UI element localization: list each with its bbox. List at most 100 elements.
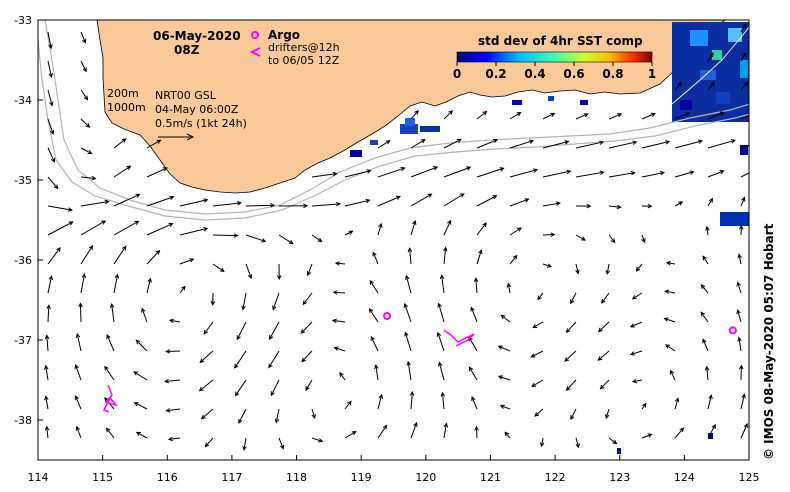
current-vector	[531, 379, 544, 387]
current-vector	[46, 304, 51, 323]
current-vector	[605, 408, 610, 420]
current-vector	[80, 273, 87, 294]
current-vector	[405, 274, 412, 294]
current-vector	[608, 437, 618, 445]
drifter-legend-symbol	[249, 47, 261, 57]
current-vector	[164, 378, 181, 384]
current-vector	[47, 176, 59, 190]
y-tick-label: -35	[14, 174, 32, 187]
current-vector	[165, 408, 181, 413]
contour-200m	[44, 20, 749, 215]
current-vector	[47, 205, 73, 212]
current-vector	[80, 175, 97, 181]
current-vector	[269, 321, 280, 340]
current-vector	[106, 334, 115, 352]
x-tick-label: 114	[28, 471, 49, 484]
current-vector	[331, 318, 346, 324]
current-vector	[135, 339, 148, 352]
current-vector	[707, 81, 715, 91]
current-vector	[509, 139, 535, 149]
current-vector	[165, 349, 181, 354]
current-vector	[564, 350, 577, 362]
current-vector	[179, 285, 186, 294]
current-vector	[311, 437, 324, 443]
current-vector	[146, 167, 168, 178]
current-vector	[641, 203, 653, 209]
y-tick-label: -33	[14, 14, 32, 27]
current-vector	[740, 393, 746, 410]
current-vector	[641, 234, 646, 244]
current-vector	[311, 408, 316, 420]
current-vector	[575, 203, 592, 209]
current-vector	[509, 254, 518, 265]
current-vector	[47, 118, 55, 135]
current-vector	[737, 253, 742, 265]
current-vector	[740, 115, 749, 120]
current-vector	[476, 110, 488, 120]
current-vector	[443, 219, 452, 236]
colorbar: std dev of 4hr SST comp 0 0.2 0.4 0.6 0.8 1	[453, 34, 656, 81]
current-vector	[497, 375, 511, 381]
contour-1000m	[38, 39, 749, 221]
current-vector	[674, 81, 682, 91]
colorbar-title: std dev of 4hr SST comp	[478, 34, 643, 48]
current-vector	[443, 138, 462, 149]
current-vector	[740, 145, 749, 149]
current-vector	[641, 140, 671, 149]
x-axis: 114 115 116 117 118 119 120 121 122 123 124 125	[28, 455, 760, 484]
current-vector	[305, 379, 313, 392]
current-vector	[641, 170, 666, 178]
current-vector	[542, 169, 572, 178]
current-vector	[663, 317, 676, 323]
current-vector	[369, 279, 379, 294]
current-vector	[674, 397, 680, 410]
current-vector	[133, 371, 148, 381]
legend: Argo drifters@12h to 06/05 12Z	[249, 28, 340, 67]
current-vector	[47, 275, 54, 294]
contour-coastal	[671, 26, 749, 105]
product-name: NRT00 GSL	[155, 89, 217, 102]
current-vector	[113, 165, 132, 178]
current-vector	[278, 203, 309, 209]
x-tick-label: 115	[92, 471, 113, 484]
current-vector	[212, 233, 239, 238]
current-vector-field	[44, 22, 749, 451]
current-vector	[404, 331, 412, 352]
x-tick-label: 120	[415, 471, 436, 484]
current-vector	[575, 437, 580, 449]
current-vector	[236, 321, 247, 341]
current-vector	[565, 379, 577, 391]
current-vector	[146, 249, 161, 265]
argo-float-marker	[383, 312, 392, 320]
current-vector	[370, 335, 379, 352]
current-vector	[245, 263, 253, 280]
current-vector	[740, 51, 747, 62]
current-vector	[702, 255, 709, 265]
current-vector	[629, 321, 643, 328]
current-vector	[270, 379, 280, 397]
current-vector	[707, 111, 725, 120]
current-vector	[179, 198, 209, 207]
y-tick-label: -37	[14, 334, 32, 347]
current-vector	[302, 292, 313, 306]
current-vector	[740, 81, 749, 91]
current-vector	[311, 234, 323, 243]
current-vector	[631, 292, 643, 300]
current-vector	[113, 138, 127, 149]
argo-legend-symbol	[251, 31, 259, 39]
current-vector	[238, 408, 247, 424]
current-vector	[740, 172, 749, 178]
current-vector	[443, 166, 472, 178]
current-vector	[332, 290, 346, 295]
x-tick-label: 117	[221, 471, 242, 484]
current-vector	[476, 249, 483, 265]
current-vector	[105, 427, 115, 439]
land-australia	[96, 20, 726, 194]
current-vector	[740, 423, 748, 439]
y-tick-label: -34	[14, 94, 32, 107]
current-vector	[608, 113, 623, 120]
current-vector	[509, 227, 523, 236]
current-vector	[410, 166, 439, 178]
current-vector	[344, 400, 352, 410]
